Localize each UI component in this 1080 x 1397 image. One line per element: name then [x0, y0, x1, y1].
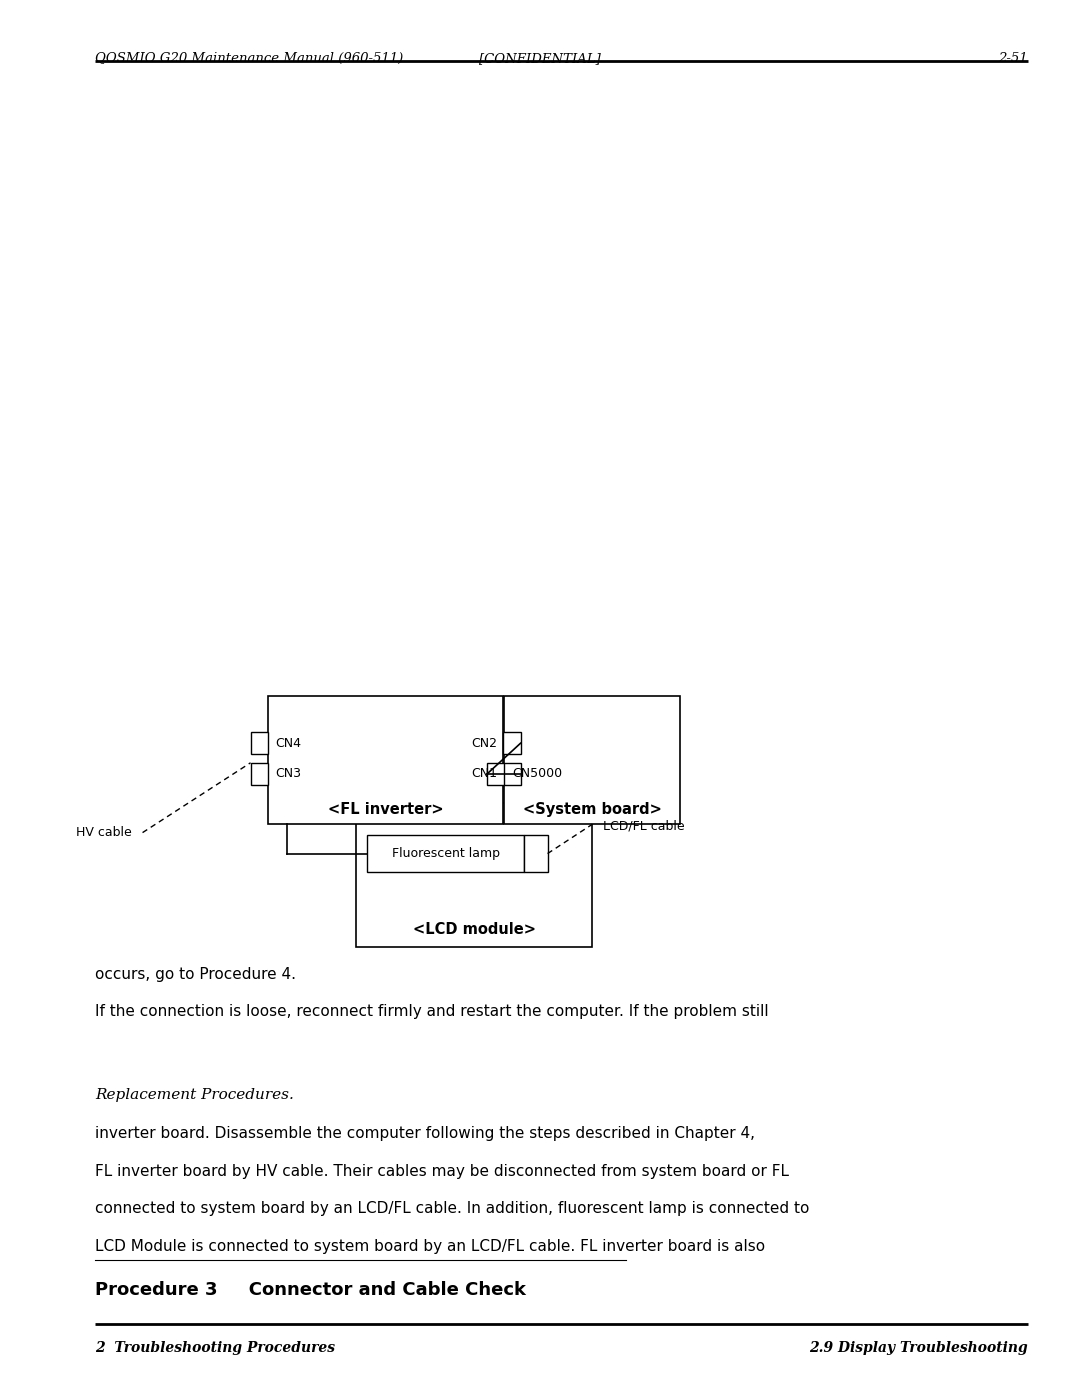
Text: LCD Module is connected to system board by an LCD/FL cable. FL inverter board is: LCD Module is connected to system board … — [95, 1239, 765, 1255]
Text: CN5000: CN5000 — [512, 767, 562, 781]
Text: CN3: CN3 — [275, 767, 301, 781]
Text: <FL inverter>: <FL inverter> — [327, 802, 444, 817]
FancyBboxPatch shape — [251, 763, 268, 785]
Text: CN4: CN4 — [275, 736, 301, 750]
Text: 2-51: 2-51 — [999, 52, 1028, 64]
Text: 2.9 Display Troubleshooting: 2.9 Display Troubleshooting — [809, 1341, 1028, 1355]
Text: [CONFIDENTIAL]: [CONFIDENTIAL] — [480, 52, 600, 64]
FancyBboxPatch shape — [268, 696, 503, 824]
Text: <System board>: <System board> — [523, 802, 662, 817]
Text: Procedure 3     Connector and Cable Check: Procedure 3 Connector and Cable Check — [95, 1281, 526, 1299]
FancyBboxPatch shape — [367, 835, 524, 872]
Text: FL inverter board by HV cable. Their cables may be disconnected from system boar: FL inverter board by HV cable. Their cab… — [95, 1164, 789, 1179]
FancyBboxPatch shape — [504, 696, 680, 824]
Text: inverter board. Disassemble the computer following the steps described in Chapte: inverter board. Disassemble the computer… — [95, 1126, 755, 1141]
FancyBboxPatch shape — [524, 835, 548, 872]
Text: LCD/FL cable: LCD/FL cable — [603, 820, 685, 833]
Text: HV cable: HV cable — [76, 826, 132, 838]
Text: CN2: CN2 — [471, 736, 497, 750]
Text: Fluorescent lamp: Fluorescent lamp — [392, 847, 500, 861]
FancyBboxPatch shape — [487, 763, 504, 785]
FancyBboxPatch shape — [503, 732, 521, 754]
Text: If the connection is loose, reconnect firmly and restart the computer. If the pr: If the connection is loose, reconnect fi… — [95, 1004, 769, 1020]
Text: 2  Troubleshooting Procedures: 2 Troubleshooting Procedures — [95, 1341, 335, 1355]
FancyBboxPatch shape — [251, 732, 268, 754]
Text: QOSMIO G20 Maintenance Manual (960-511): QOSMIO G20 Maintenance Manual (960-511) — [95, 52, 403, 64]
Text: Replacement Procedures.: Replacement Procedures. — [95, 1088, 294, 1102]
FancyBboxPatch shape — [356, 803, 592, 947]
Text: occurs, go to Procedure 4.: occurs, go to Procedure 4. — [95, 967, 296, 982]
Text: <LCD module>: <LCD module> — [413, 922, 536, 937]
Text: connected to system board by an LCD/FL cable. In addition, fluorescent lamp is c: connected to system board by an LCD/FL c… — [95, 1201, 809, 1217]
FancyBboxPatch shape — [503, 763, 521, 785]
Text: CN1: CN1 — [471, 767, 497, 781]
